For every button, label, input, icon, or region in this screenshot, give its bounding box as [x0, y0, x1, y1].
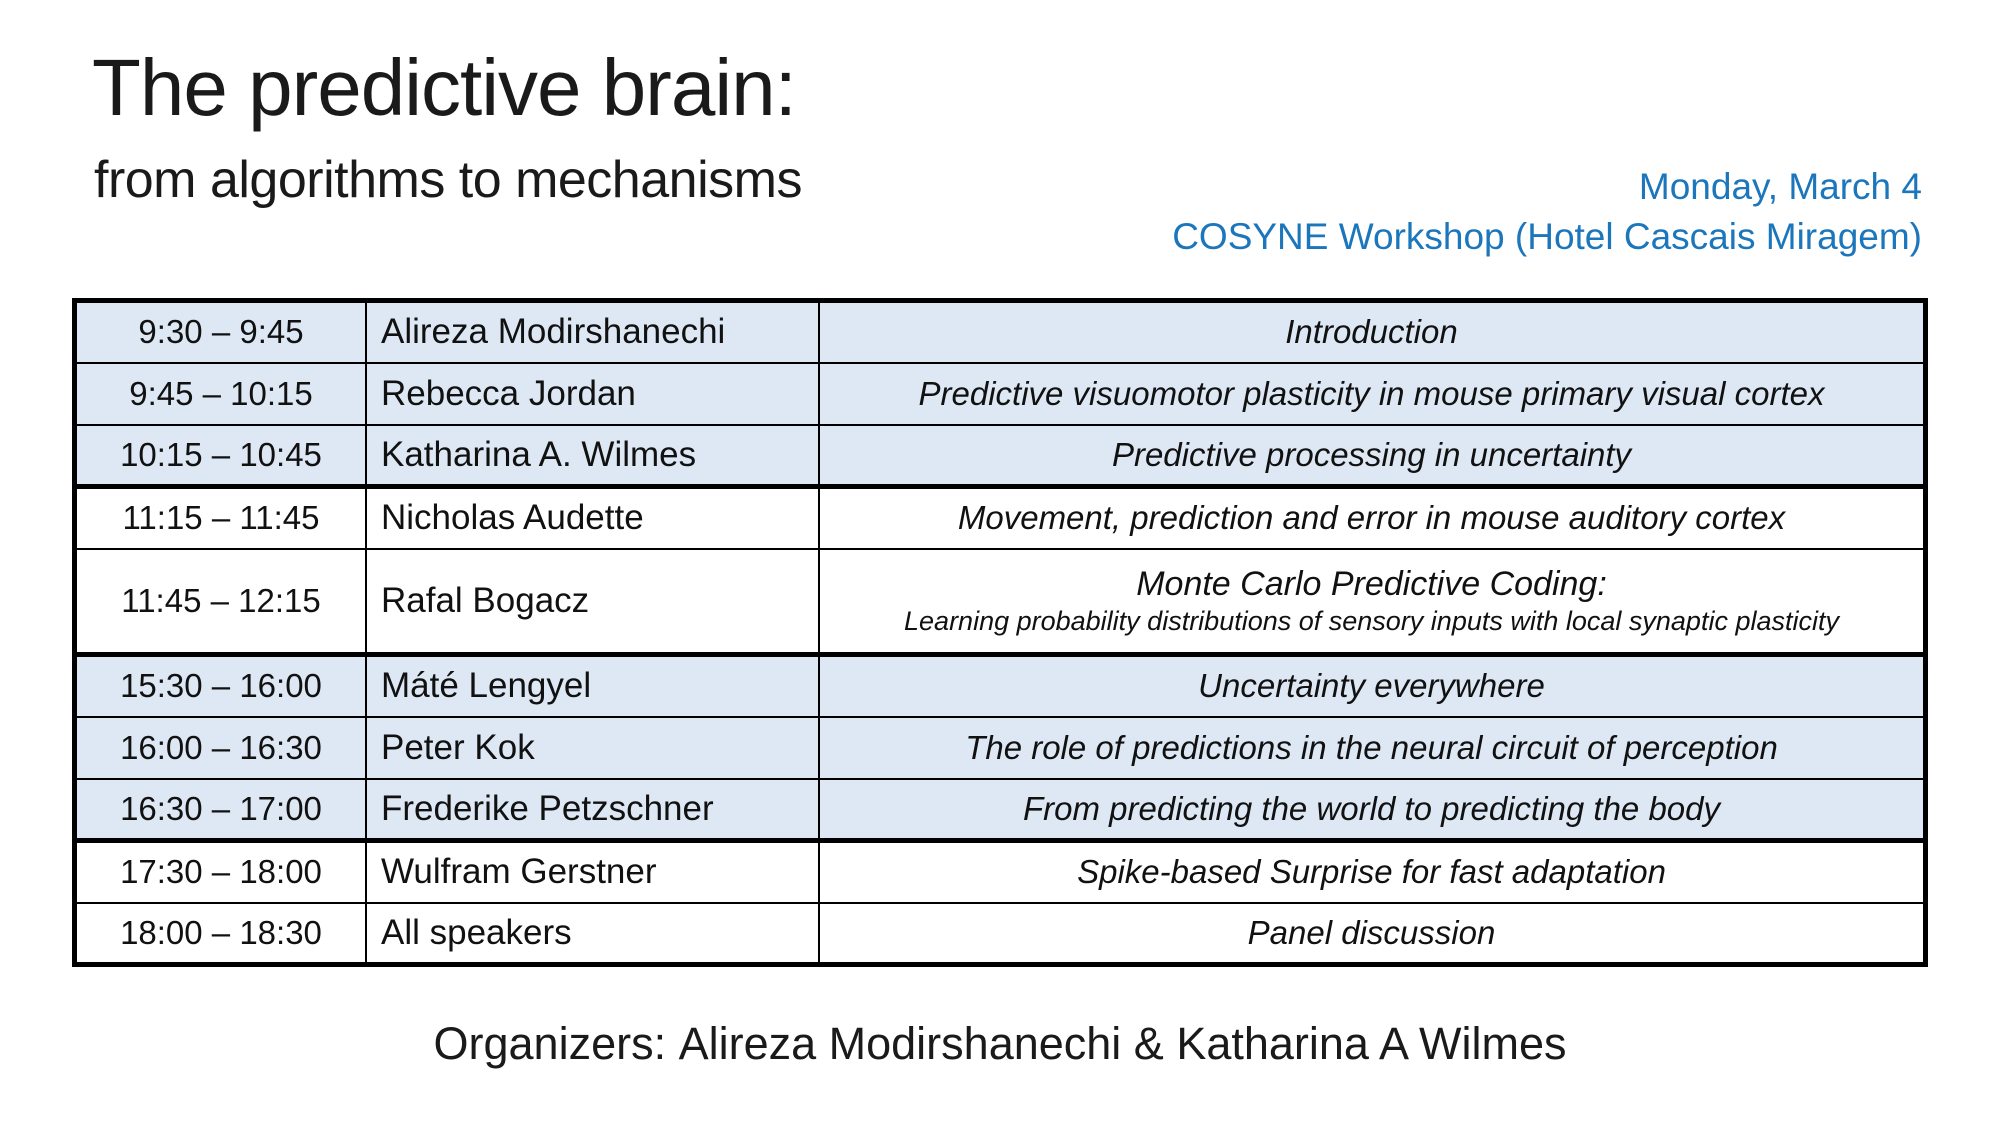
page-title: The predictive brain: [92, 43, 797, 132]
speaker-cell: Rafal Bogacz [365, 547, 820, 656]
time-cell: 9:45 – 10:15 [73, 361, 367, 426]
schedule-table: 9:30 – 9:45 Alireza Modirshanechi Introd… [72, 298, 1928, 967]
organizers-label: Organizers: [433, 1018, 679, 1069]
talk-title-cell: Predictive visuomotor plasticity in mous… [818, 361, 1927, 426]
schedule-row: 16:00 – 16:30 Peter Kok The role of pred… [73, 715, 1927, 780]
organizers-names: Alireza Modirshanechi & Katharina A Wilm… [678, 1018, 1567, 1069]
schedule-row: 16:30 – 17:00 Frederike Petzschner From … [73, 777, 1927, 842]
time-cell: 15:30 – 16:00 [73, 652, 367, 718]
talk-title-cell: Spike-based Surprise for fast adaptation [818, 838, 1927, 904]
workshop-venue: COSYNE Workshop (Hotel Cascais Miragem) [1172, 215, 1922, 257]
organizers-line: Organizers: Alireza Modirshanechi & Kath… [0, 1018, 2000, 1070]
speaker-cell: Rebecca Jordan [365, 361, 820, 426]
speaker-cell: Katharina A. Wilmes [365, 423, 820, 488]
schedule-row: 11:45 – 12:15 Rafal Bogacz Monte Carlo P… [73, 547, 1927, 656]
talk-title-cell: From predicting the world to predicting … [818, 777, 1927, 842]
speaker-cell: Máté Lengyel [365, 652, 820, 718]
talk-title-cell: Predictive processing in uncertainty [818, 423, 1927, 488]
speaker-cell: Nicholas Audette [365, 484, 820, 550]
speaker-cell: Peter Kok [365, 715, 820, 780]
page-subtitle: from algorithms to mechanisms [94, 151, 802, 209]
talk-title-cell: The role of predictions in the neural ci… [818, 715, 1927, 780]
time-cell: 11:15 – 11:45 [73, 484, 367, 550]
talk-title-cell: Panel discussion [818, 901, 1927, 966]
time-cell: 16:30 – 17:00 [73, 777, 367, 842]
talk-title-cell: Uncertainty everywhere [818, 652, 1927, 718]
header-right-block: Monday, March 4 COSYNE Workshop (Hotel C… [1172, 162, 1922, 262]
schedule-row: 9:30 – 9:45 Alireza Modirshanechi Introd… [73, 299, 1927, 364]
talk-title-main: Monte Carlo Predictive Coding: [1136, 564, 1607, 603]
speaker-cell: Alireza Modirshanechi [365, 299, 820, 364]
time-cell: 9:30 – 9:45 [73, 299, 367, 364]
schedule-row: 17:30 – 18:00 Wulfram Gerstner Spike-bas… [73, 838, 1927, 904]
workshop-date: Monday, March 4 [1638, 166, 1922, 207]
speaker-cell: All speakers [365, 901, 820, 966]
schedule-row: 9:45 – 10:15 Rebecca Jordan Predictive v… [73, 361, 1927, 426]
speaker-cell: Wulfram Gerstner [365, 838, 820, 904]
schedule-row: 10:15 – 10:45 Katharina A. Wilmes Predic… [73, 423, 1927, 488]
talk-title-cell: Introduction [818, 299, 1927, 364]
talk-title-cell: Monte Carlo Predictive Coding: Learning … [818, 547, 1927, 656]
time-cell: 16:00 – 16:30 [73, 715, 367, 780]
speaker-cell: Frederike Petzschner [365, 777, 820, 842]
time-cell: 10:15 – 10:45 [73, 423, 367, 488]
time-cell: 11:45 – 12:15 [73, 547, 367, 656]
schedule-row: 11:15 – 11:45 Nicholas Audette Movement,… [73, 484, 1927, 550]
schedule-row: 15:30 – 16:00 Máté Lengyel Uncertainty e… [73, 652, 1927, 718]
talk-title-cell: Movement, prediction and error in mouse … [818, 484, 1927, 550]
schedule-row: 18:00 – 18:30 All speakers Panel discuss… [73, 901, 1927, 966]
talk-title-sub: Learning probability distributions of se… [904, 605, 1839, 636]
time-cell: 17:30 – 18:00 [73, 838, 367, 904]
time-cell: 18:00 – 18:30 [73, 901, 367, 966]
